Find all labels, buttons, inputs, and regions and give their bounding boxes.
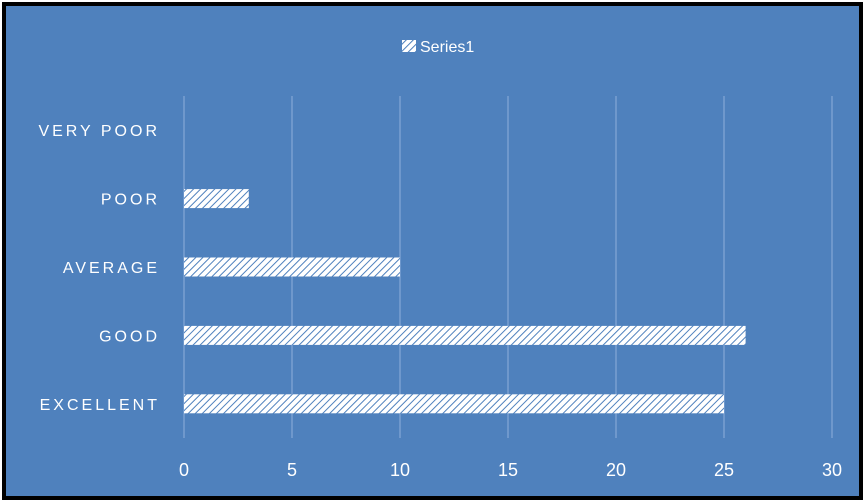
x-tick-label-25: 25 bbox=[714, 460, 734, 480]
x-tick-label-30: 30 bbox=[822, 460, 842, 480]
category-label-good: GOOD bbox=[99, 328, 160, 345]
legend-label: Series1 bbox=[420, 39, 474, 56]
bar-good bbox=[184, 325, 746, 345]
category-label-excellent: EXCELLENT bbox=[40, 397, 160, 414]
bar-excellent bbox=[184, 394, 724, 414]
category-label-poor: POOR bbox=[101, 192, 160, 209]
x-tick-label-5: 5 bbox=[287, 460, 297, 480]
bar-poor bbox=[184, 189, 249, 209]
category-labels: EXCELLENT GOOD AVERAGE POOR VERY POOR bbox=[38, 123, 160, 414]
gridlines bbox=[183, 96, 833, 438]
legend-swatch bbox=[402, 40, 416, 52]
category-label-average: AVERAGE bbox=[63, 260, 160, 277]
bar-average bbox=[184, 257, 400, 277]
x-tick-labels: 0 5 10 15 20 25 30 bbox=[179, 460, 842, 480]
x-tick-label-15: 15 bbox=[498, 460, 518, 480]
category-label-very-poor: VERY POOR bbox=[38, 123, 160, 140]
x-tick-label-10: 10 bbox=[390, 460, 410, 480]
legend: Series1 bbox=[402, 39, 474, 56]
bars bbox=[184, 189, 746, 414]
x-tick-label-0: 0 bbox=[179, 460, 189, 480]
x-tick-label-20: 20 bbox=[606, 460, 626, 480]
